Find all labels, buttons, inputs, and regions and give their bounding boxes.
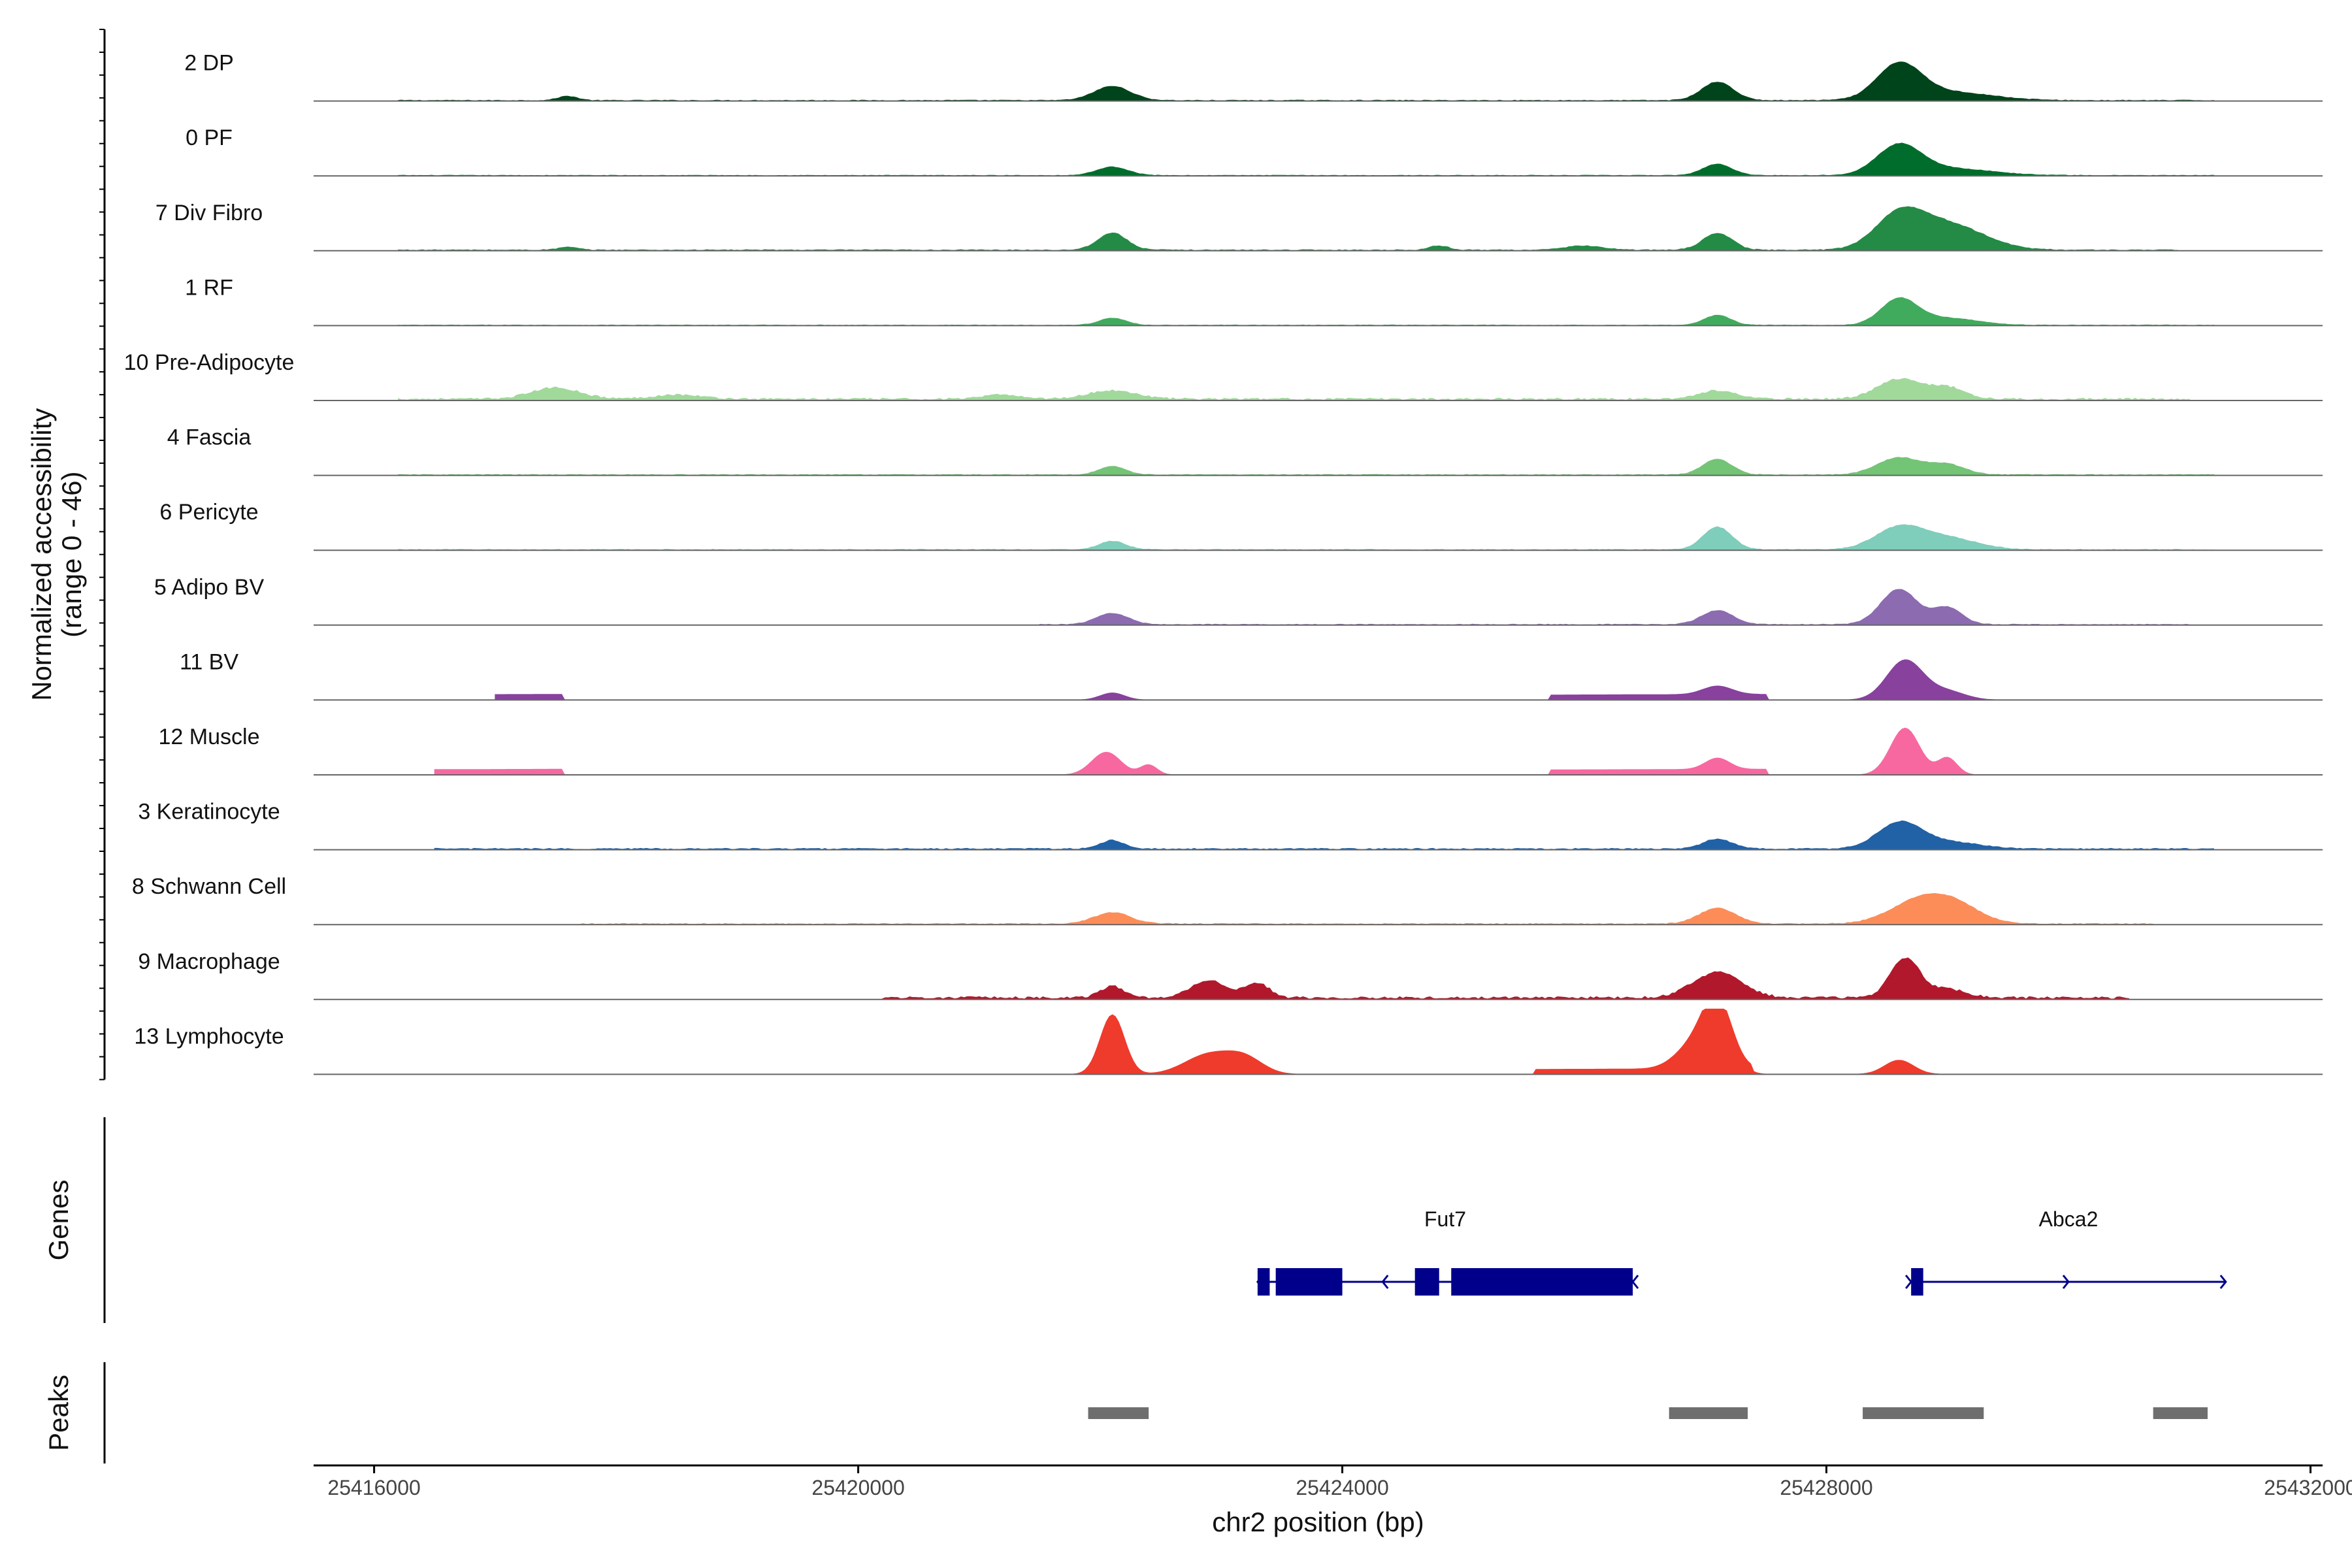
x-axis-title: chr2 position (bp)	[1212, 1507, 1424, 1537]
gene-exon	[1451, 1268, 1633, 1296]
peaks-panel-title: Peaks	[43, 1375, 74, 1451]
track-coverage-area	[434, 820, 2214, 851]
track-coverage-area	[398, 206, 2178, 252]
strand-arrow	[1381, 1275, 1389, 1289]
gene-fut7: Fut7	[1256, 1207, 1639, 1296]
peaks-panel: Peaks	[43, 1362, 2208, 1463]
track-2: 0 PF	[186, 125, 2323, 177]
strand-arrow	[2062, 1275, 2070, 1289]
gene-label: Abca2	[2039, 1207, 2099, 1231]
genes-panel-title: Genes	[43, 1180, 74, 1261]
track-coverage-area	[495, 659, 2190, 700]
track-label: 10 Pre-Adipocyte	[124, 350, 295, 375]
x-tick-label: 25420000	[811, 1476, 904, 1499]
track-5: 10 Pre-Adipocyte	[124, 350, 2323, 401]
x-tick-label: 25424000	[1296, 1476, 1388, 1499]
coverage-tracks: 2 DP 0 PF 7 Div Fibro 1 RF 10 Pre-Adipocyte 4…	[124, 51, 2323, 1075]
track-label: 12 Muscle	[159, 725, 260, 749]
track-4: 1 RF	[185, 275, 2323, 327]
track-coverage-area	[398, 297, 2214, 326]
peak-region	[1669, 1407, 1748, 1419]
y-axis: Normalized accessibility (range 0 - 46)	[26, 29, 106, 1081]
track-label: 0 PF	[186, 125, 233, 150]
track-label: 2 DP	[184, 51, 234, 76]
strand-arrow	[1631, 1275, 1639, 1289]
peak-region	[1863, 1407, 1984, 1419]
track-label: 8 Schwann Cell	[132, 874, 286, 899]
track-coverage-area	[434, 727, 2178, 776]
track-9: 11 BV	[180, 649, 2323, 701]
genes-panel: Genes Fut7 Abca2	[43, 1117, 2227, 1323]
track-label: 5 Adipo BV	[154, 575, 265, 600]
track-coverage-area	[882, 957, 2130, 1000]
track-label: 13 Lymphocyte	[134, 1024, 284, 1049]
track-coverage-area	[580, 892, 2154, 925]
track-label: 9 Macrophage	[138, 949, 280, 974]
track-11: 3 Keratinocyte	[138, 800, 2323, 851]
x-axis: 25416000 25420000 25424000 25428000 25432000…	[314, 1464, 2352, 1537]
track-8: 5 Adipo BV	[154, 575, 2323, 626]
strand-arrow	[1905, 1275, 1913, 1289]
gene-exon	[1414, 1268, 1439, 1296]
x-tick-label: 25432000	[2264, 1476, 2352, 1499]
x-tick-label: 25416000	[327, 1476, 420, 1499]
track-coverage-area	[1039, 589, 2190, 626]
track-label: 7 Div Fibro	[155, 201, 263, 225]
gene-exon	[1257, 1268, 1270, 1296]
x-tick-label: 25428000	[1780, 1476, 1872, 1499]
gene-exon	[1275, 1268, 1343, 1296]
peak-region	[1088, 1407, 1149, 1419]
track-6: 4 Fascia	[167, 425, 2323, 476]
track-label: 11 BV	[180, 649, 238, 674]
track-coverage-area	[398, 524, 2214, 551]
y-axis-title: Normalized accessibility	[26, 408, 57, 701]
gene-exon	[1911, 1268, 1923, 1296]
track-13: 9 Macrophage	[138, 949, 2323, 1000]
track-coverage-area	[398, 61, 2214, 102]
track-label: 1 RF	[185, 275, 233, 300]
y-axis-subtitle: (range 0 - 46)	[56, 471, 87, 637]
track-14: 13 Lymphocyte	[134, 1008, 2323, 1075]
track-label: 4 Fascia	[167, 425, 252, 450]
track-coverage-area	[398, 378, 2190, 401]
track-10: 12 Muscle	[159, 725, 2323, 776]
track-1: 2 DP	[184, 51, 2323, 102]
track-coverage-area	[398, 457, 2214, 476]
track-7: 6 Pericyte	[159, 500, 2323, 551]
strand-arrow	[2219, 1275, 2227, 1289]
track-3: 7 Div Fibro	[155, 201, 2323, 252]
track-label: 6 Pericyte	[159, 500, 258, 525]
peak-region	[2153, 1407, 2208, 1419]
track-12: 8 Schwann Cell	[132, 874, 2323, 926]
gene-label: Fut7	[1424, 1207, 1466, 1231]
track-coverage-area	[894, 1008, 1972, 1075]
track-label: 3 Keratinocyte	[138, 800, 280, 825]
gene-abca2: Abca2	[1905, 1207, 2227, 1296]
track-coverage-area	[398, 142, 2214, 176]
